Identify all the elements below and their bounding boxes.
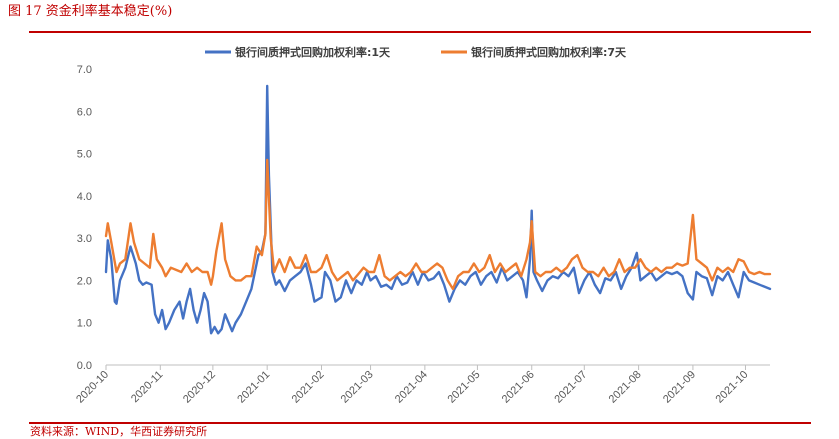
x-tick-label: 2020-11 [129, 369, 165, 405]
x-tick-label: 2021-04 [393, 369, 430, 406]
legend-label: 银行间质押式回购加权利率:1天 [235, 45, 391, 59]
x-tick-label: 2021-09 [661, 369, 698, 406]
figure-title: 图 17 资金利率基本稳定(%) [8, 4, 173, 19]
y-tick-label: 6.0 [77, 106, 92, 118]
x-tick-label: 2021-02 [290, 369, 327, 406]
x-tick-label: 2021-03 [339, 369, 376, 406]
y-tick-label: 4.0 [77, 191, 92, 203]
y-tick-label: 7.0 [77, 64, 92, 76]
top-rule [29, 31, 811, 33]
x-tick-label: 2021-08 [607, 369, 644, 406]
y-tick-label: 3.0 [77, 233, 92, 245]
y-tick-label: 0.0 [77, 360, 92, 372]
bottom-rule [29, 422, 811, 424]
x-tick-label: 2021-01 [235, 369, 272, 406]
x-tick-label: 2021-06 [500, 369, 537, 406]
x-axis: 2020-10 2020-11 2020-12 2021-01 2021-02 2021-… [74, 364, 770, 406]
series-line-1d [104, 84, 772, 335]
series-line-7d [104, 158, 772, 291]
y-tick-label: 2.0 [77, 275, 92, 287]
source-note: 资料来源：WIND，华西证券研究所 [30, 425, 208, 438]
y-axis: 0.0 1.0 2.0 3.0 4.0 5.0 6.0 7.0 [77, 64, 92, 372]
x-tick-label: 2020-12 [181, 369, 218, 406]
legend: 银行间质押式回购加权利率:1天 银行间质押式回购加权利率:7天 [205, 45, 627, 59]
series-layer [104, 84, 772, 335]
x-tick-label: 2021-05 [446, 369, 483, 406]
y-tick-label: 1.0 [77, 318, 92, 330]
x-tick-label: 2021-10 [714, 369, 751, 406]
x-tick-label: 2020-10 [74, 369, 111, 406]
y-tick-label: 5.0 [77, 149, 92, 161]
x-tick-label: 2021-07 [552, 369, 589, 406]
legend-label: 银行间质押式回购加权利率:7天 [471, 45, 627, 59]
